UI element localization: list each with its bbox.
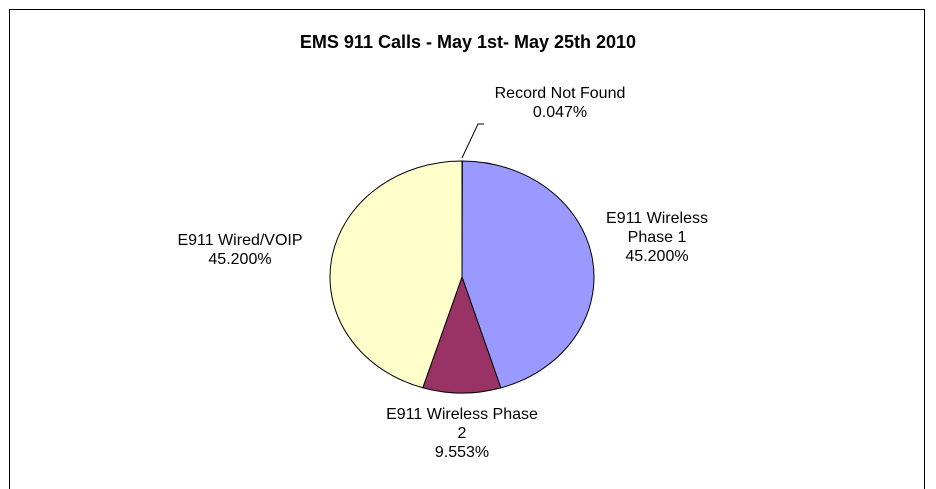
value-label: 9.553%	[434, 444, 490, 461]
data-label: Record Not Found 0.047%	[490, 84, 630, 122]
category-label: E911 Wireless Phase 2	[386, 406, 538, 442]
chart-title: EMS 911 Calls - May 1st- May 25th 2010	[299, 32, 637, 52]
value-label: 45.200%	[625, 248, 689, 265]
data-label: E911 Wireless Phase 1 45.200%	[587, 209, 727, 266]
category-label: E911 Wired/VOIP	[177, 232, 303, 249]
pie-slice	[461, 160, 595, 389]
value-label: 0.047%	[532, 104, 588, 121]
category-label: Record Not Found	[494, 85, 626, 102]
chart-frame	[9, 9, 925, 489]
pie-slice	[422, 275, 502, 394]
category-label: E911 Wireless Phase 1	[606, 210, 708, 246]
data-label: E911 Wired/VOIP 45.200%	[130, 231, 350, 269]
data-label: E911 Wireless Phase 2 9.553%	[382, 405, 542, 462]
leader-line	[461, 123, 484, 159]
value-label: 45.200%	[208, 251, 272, 268]
pie-slice	[329, 160, 463, 389]
